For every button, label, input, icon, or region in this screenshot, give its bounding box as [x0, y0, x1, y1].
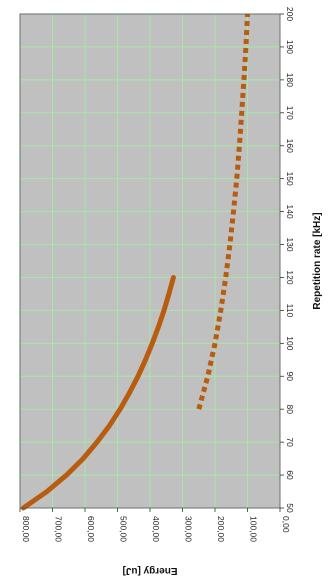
y-axis-title: Energy [uJ]: [122, 565, 177, 576]
y-axis-ticks: 0,00 100,00 200,00 300,00 400,00 500,00 600,00…: [19, 508, 291, 542]
y-tick-label: 400,00: [151, 516, 161, 542]
series-layer: [20, 13, 250, 511]
y-tick-label: 600,00: [86, 516, 96, 542]
x-tick-label: 110: [285, 304, 295, 318]
x-tick-label: 100: [285, 336, 295, 350]
y-tick-label: 100,00: [249, 516, 259, 542]
y-tick-label: 300,00: [184, 516, 194, 542]
x-tick-label: 120: [285, 270, 295, 284]
x-tick-label: 200: [285, 7, 295, 21]
x-tick-label: 150: [285, 172, 295, 186]
x-tick-label: 130: [285, 237, 295, 251]
x-tick-label: 50: [285, 503, 295, 513]
y-tick-label: 800,00: [21, 516, 31, 542]
x-tick-label: 170: [285, 106, 295, 120]
x-axis-ticks: 50 60 70 80 90 100 110 120 130 140 150 160 170 180 190…: [280, 7, 295, 513]
y-tick-label: 0,00: [281, 516, 291, 533]
y-tick-label: 200,00: [216, 516, 226, 542]
series-line-solid: [20, 275, 176, 511]
y-tick-label: 700,00: [54, 516, 64, 542]
x-tick-label: 90: [285, 372, 295, 382]
y-tick-label: 500,00: [119, 516, 129, 542]
x-tick-label: 160: [285, 139, 295, 153]
x-tick-label: 190: [285, 40, 295, 54]
series-line-dotted: [196, 13, 250, 410]
x-tick-label: 80: [285, 404, 295, 414]
x-axis-title: Repetition rate [kHz]: [312, 212, 323, 309]
x-tick-label: 180: [285, 73, 295, 87]
x-tick-label: 60: [285, 470, 295, 480]
x-tick-label: 140: [285, 205, 295, 219]
x-tick-label: 70: [285, 437, 295, 447]
